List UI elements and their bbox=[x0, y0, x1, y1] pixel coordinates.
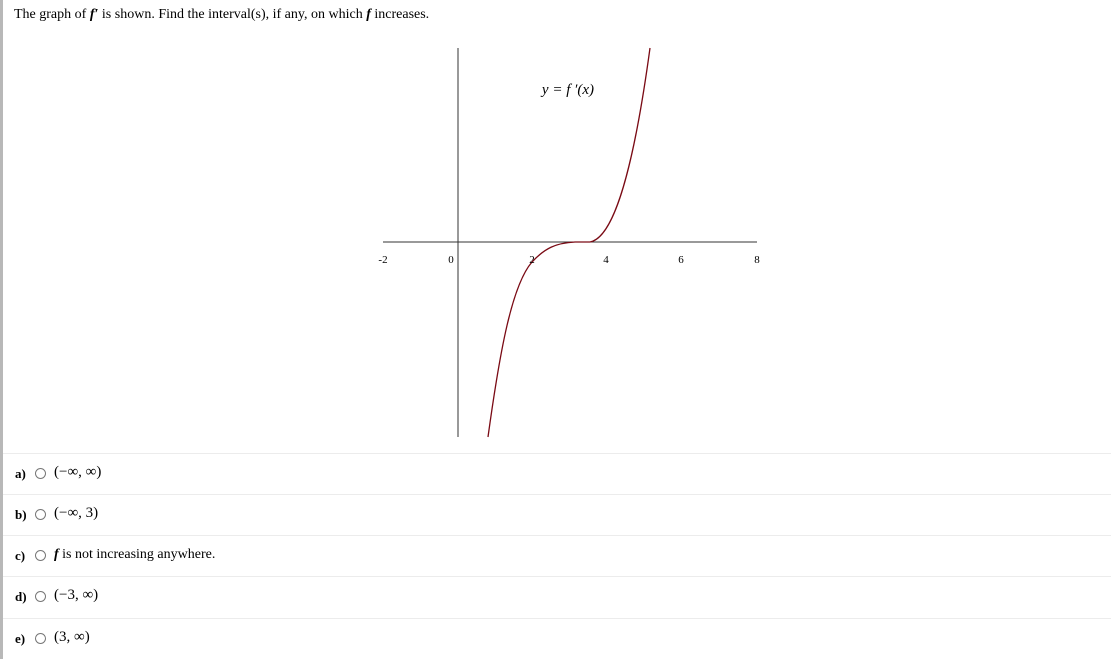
question-text: The graph of bbox=[14, 7, 90, 22]
option-letter: a) bbox=[15, 466, 26, 481]
x-tick-label: 4 bbox=[603, 254, 609, 266]
x-tick-label: -2 bbox=[378, 254, 387, 266]
curve-label: y = f ′(x) bbox=[540, 82, 594, 98]
option: b) (−∞, 3) bbox=[3, 494, 1111, 536]
radio[interactable] bbox=[35, 509, 46, 520]
option-text: (3, ∞) bbox=[54, 629, 90, 645]
x-tick-label: 0 bbox=[448, 254, 454, 266]
option-letter: b) bbox=[15, 507, 27, 522]
radio[interactable] bbox=[35, 550, 46, 561]
graph: y = f ′(x) -2 0 2 4 6 8 bbox=[378, 47, 760, 438]
radio[interactable] bbox=[35, 468, 46, 479]
x-tick-label: 2 bbox=[529, 254, 535, 266]
radio[interactable] bbox=[35, 591, 46, 602]
option-letter: c) bbox=[15, 548, 26, 563]
curve bbox=[487, 47, 651, 438]
math-fprime: f′ bbox=[89, 7, 99, 22]
question-text: increases. bbox=[370, 7, 430, 22]
option: a) (−∞, ∞) bbox=[3, 453, 1111, 495]
option-letter: e) bbox=[15, 631, 26, 646]
option-letter: d) bbox=[15, 589, 27, 604]
radio[interactable] bbox=[35, 633, 46, 644]
x-tick-label: 8 bbox=[754, 254, 760, 266]
option: e) (3, ∞) bbox=[3, 618, 1111, 660]
math-f: f bbox=[366, 7, 371, 22]
option-text: f is not increasing anywhere. bbox=[54, 547, 215, 563]
option-text: (−∞, ∞) bbox=[54, 464, 102, 480]
math-f: f bbox=[54, 547, 59, 562]
option-text: (−3, ∞) bbox=[54, 587, 99, 603]
question-text: is shown. Find the interval(s), if any, … bbox=[98, 7, 367, 22]
option: d) (−3, ∞) bbox=[3, 576, 1111, 618]
question: The graph of f′ is shown. Find the inter… bbox=[14, 7, 429, 23]
text: is not increasing anywhere. bbox=[58, 547, 216, 562]
option-text: (−∞, 3) bbox=[54, 505, 99, 521]
option: c) f is not increasing anywhere. bbox=[3, 535, 1111, 577]
left-border bbox=[0, 0, 3, 659]
x-tick-label: 6 bbox=[678, 254, 684, 266]
